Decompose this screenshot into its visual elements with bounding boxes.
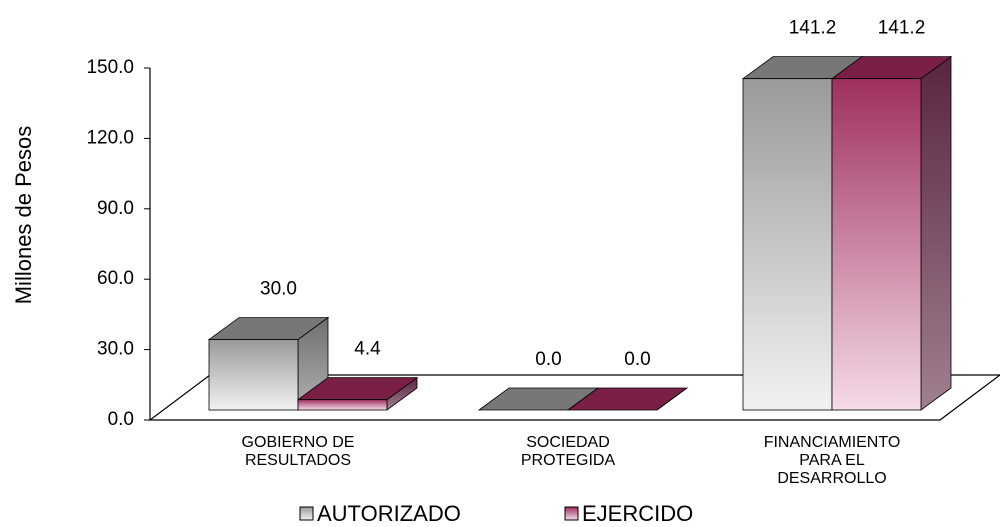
y-axis-label: Millones de Pesos	[11, 126, 36, 305]
bar	[296, 376, 419, 411]
bar	[566, 387, 689, 411]
legend-swatch	[299, 506, 314, 521]
y-tick-label: 0.0	[108, 409, 134, 430]
y-tick-label: 90.0	[97, 198, 134, 219]
y-tick-label: 120.0	[86, 127, 134, 148]
bar-front	[831, 78, 922, 411]
x-tick-label: SOCIEDAD PROTEGIDA	[520, 434, 616, 469]
bar	[830, 55, 953, 411]
x-tick-label: FINANCIAMIENTO PARA EL DESARROLLO	[763, 434, 901, 487]
bar-top	[566, 387, 689, 411]
bar-front	[742, 78, 833, 411]
y-tick-label: 30.0	[97, 339, 134, 360]
bar	[207, 316, 330, 411]
legend-label: EJERCIDO	[582, 501, 693, 526]
value-label: 4.4	[354, 339, 381, 360]
x-tick-label: GOBIERNO DE RESULTADOS	[241, 434, 355, 469]
legend-swatch	[564, 506, 579, 521]
value-label: 0.0	[624, 349, 650, 370]
value-label: 141.2	[789, 18, 837, 39]
y-tick-label: 60.0	[97, 268, 134, 289]
legend-label: AUTORIZADO	[317, 501, 461, 526]
value-label: 141.2	[878, 18, 926, 39]
y-tick-label: 150.0	[86, 57, 134, 78]
bar-front	[297, 399, 388, 411]
value-label: 0.0	[535, 349, 561, 370]
value-label: 30.0	[260, 279, 297, 300]
bar-front	[208, 339, 299, 411]
bar-side	[920, 55, 952, 411]
